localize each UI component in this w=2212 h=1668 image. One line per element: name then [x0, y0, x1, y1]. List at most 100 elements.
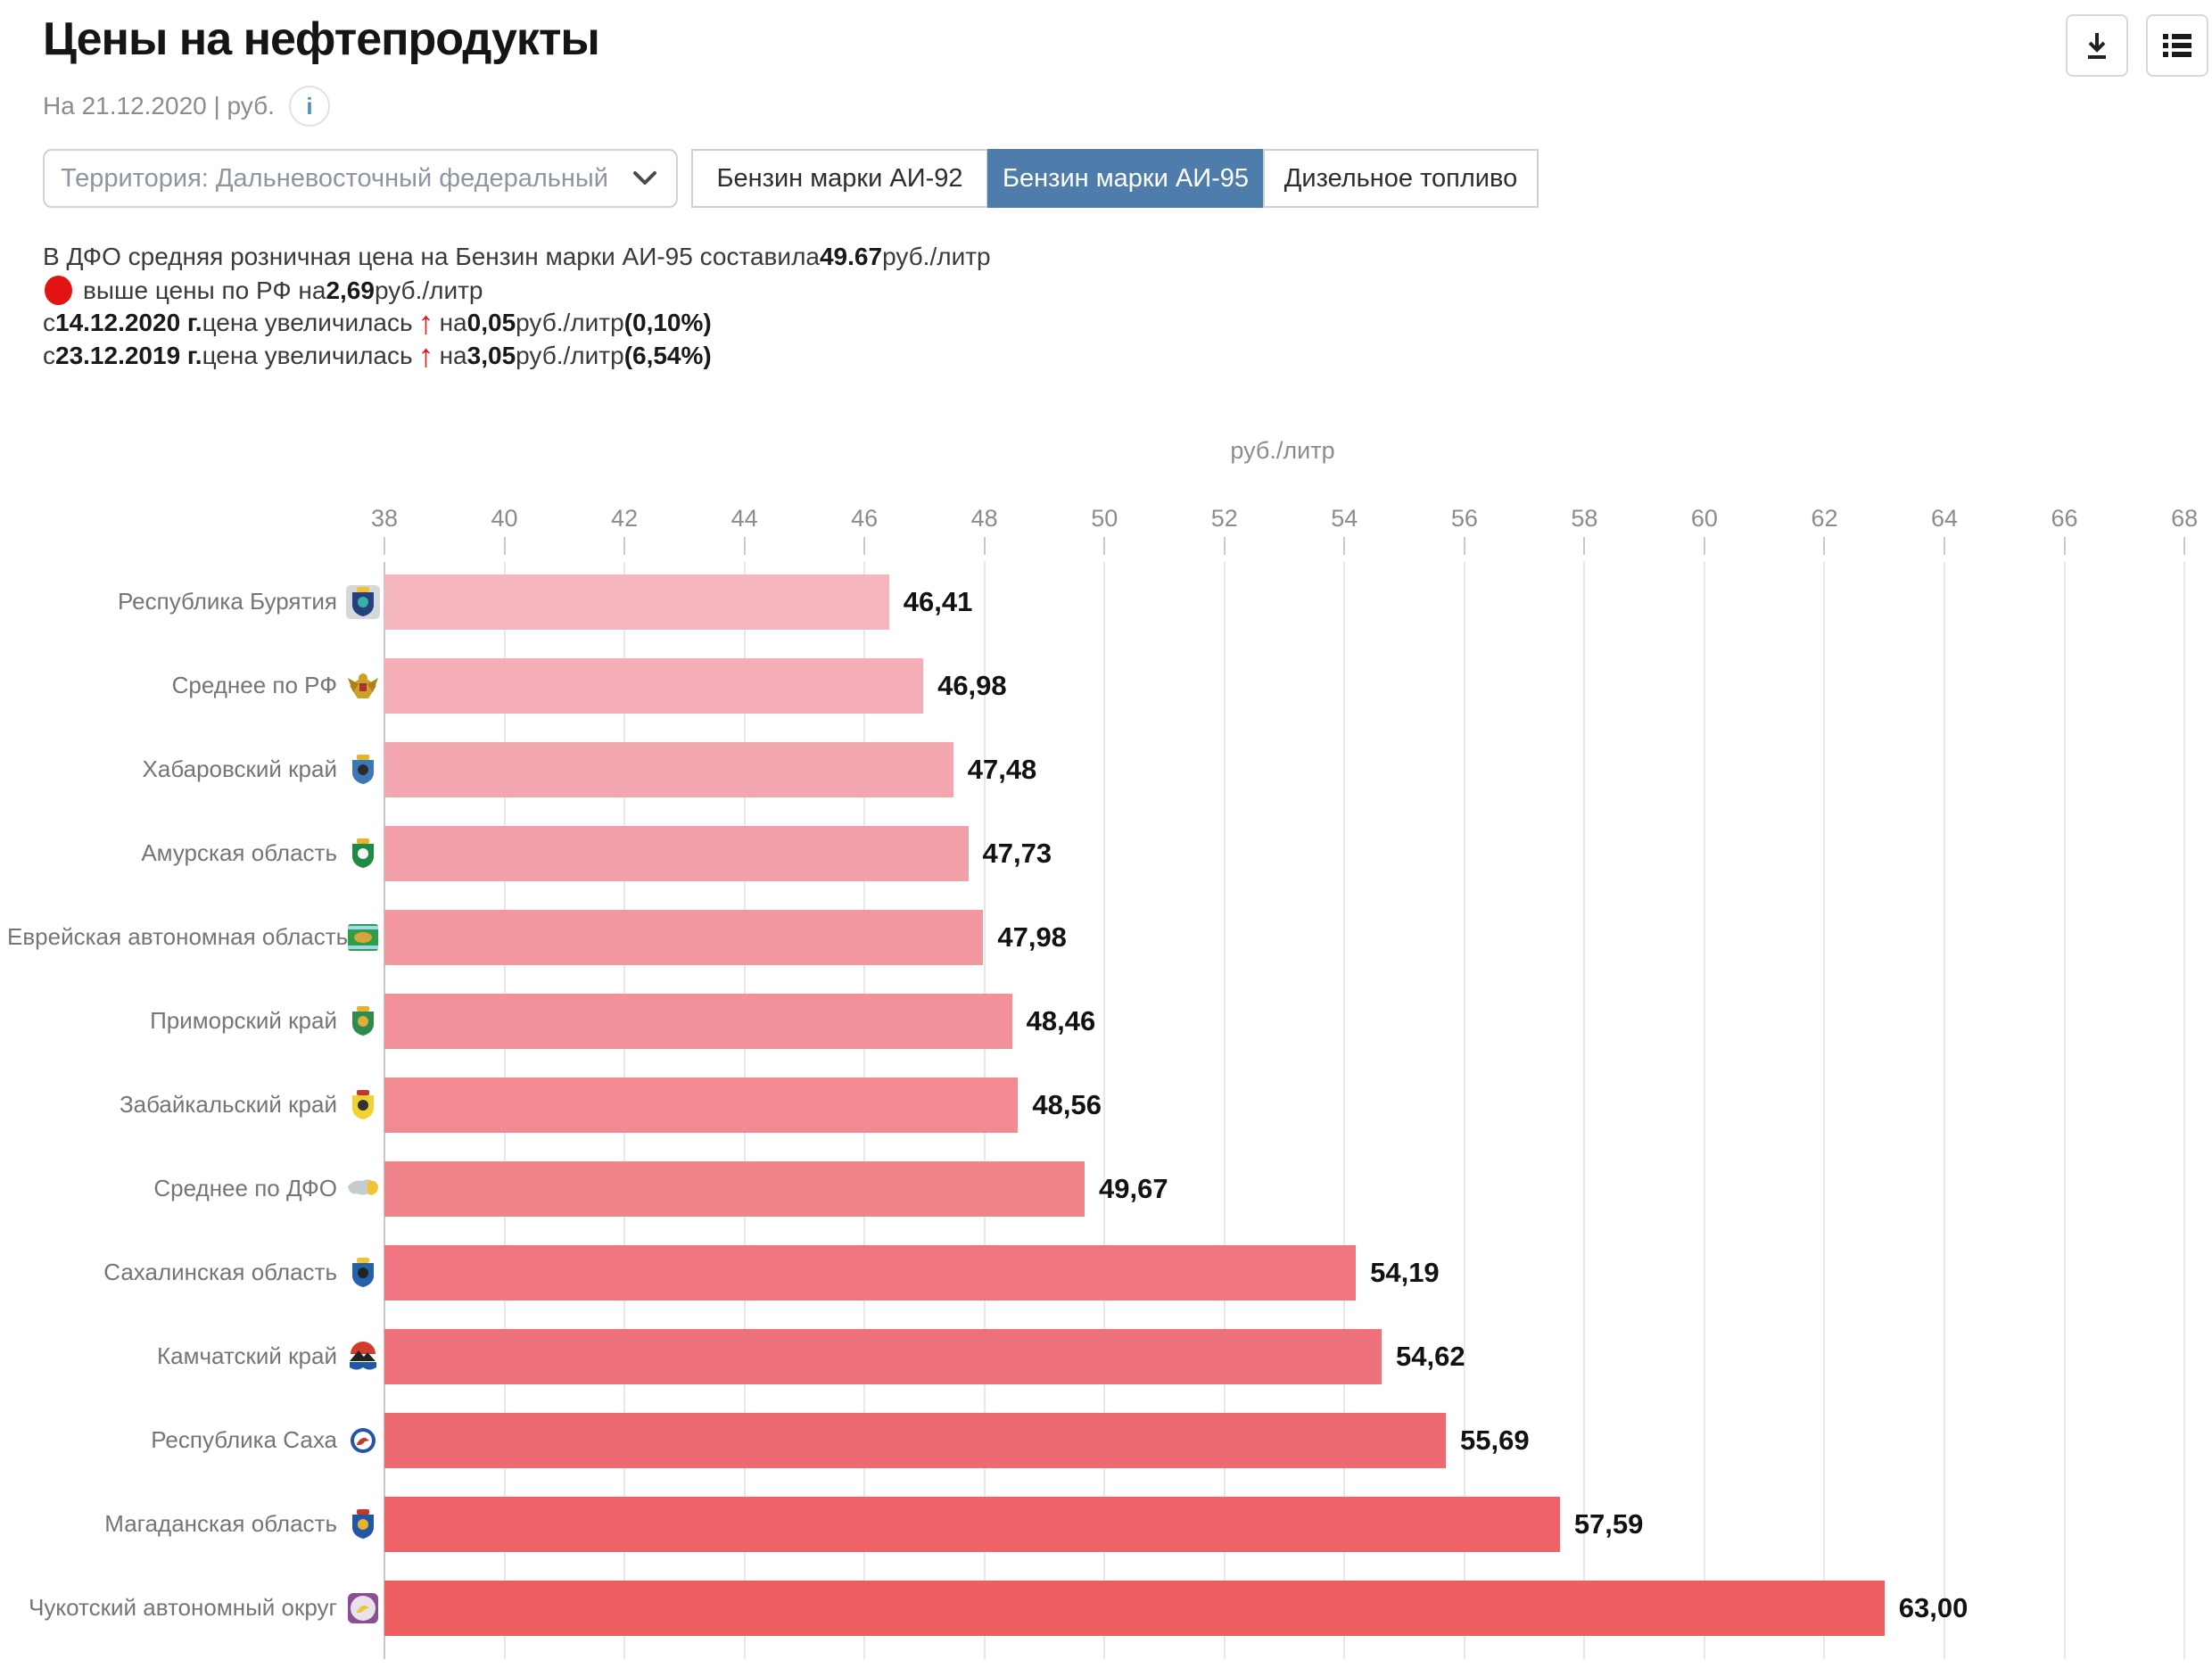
summary-text: с	[43, 342, 55, 369]
bar-8[interactable]	[384, 1161, 1085, 1217]
row-label-8: Среднее по ДФО	[153, 1175, 337, 1201]
gridline	[1583, 562, 1586, 1659]
page-title: Цены на нефтепродукты	[43, 13, 600, 65]
gridline	[1703, 562, 1705, 1659]
x-tick-mark-icon	[384, 537, 385, 555]
row-label-4: Амурская область	[141, 839, 337, 866]
flag-sakha-icon	[346, 1424, 380, 1457]
bar-value-5: 47,98	[997, 921, 1067, 953]
bar-value-11: 55,69	[1460, 1424, 1530, 1456]
gridline	[1944, 562, 1946, 1659]
x-tick-label: 56	[1450, 505, 1478, 532]
gridline	[1343, 562, 1346, 1659]
bar-value-2: 46,98	[937, 670, 1007, 701]
bar-1[interactable]	[384, 574, 889, 630]
report-date: На 21.12.2020 | руб. i	[43, 86, 330, 127]
flag-sakhalin-icon	[346, 1256, 380, 1290]
bar-7[interactable]	[384, 1078, 1019, 1133]
bar-9[interactable]	[384, 1245, 1357, 1301]
tab-fuel-ai92[interactable]: Бензин марки АИ-92	[691, 149, 988, 208]
bar-10[interactable]	[384, 1329, 1382, 1384]
x-tick-mark-icon	[503, 537, 506, 555]
row-label-12: Магаданская область	[104, 1510, 337, 1537]
summary-value: 0,05	[466, 309, 516, 336]
row-label-11: Республика Саха	[151, 1426, 337, 1453]
bar-value-12: 57,59	[1573, 1508, 1644, 1540]
bar-value-4: 47,73	[982, 838, 1052, 869]
bar-6[interactable]	[384, 994, 1012, 1049]
summary-text: руб./литр	[516, 342, 624, 369]
summary-line-4: с 23.12.2019 г. цена увеличилась ↑ на 3,…	[43, 337, 712, 374]
bar-5[interactable]	[384, 910, 984, 965]
summary-text: на	[439, 309, 467, 336]
summary-text: на	[439, 342, 467, 369]
bar-value-7: 48,56	[1032, 1089, 1102, 1120]
x-tick-label: 62	[1811, 505, 1838, 532]
summary-text: выше цены по РФ на	[83, 276, 326, 304]
bar-13[interactable]	[384, 1581, 1885, 1636]
x-tick-mark-icon	[983, 537, 986, 555]
x-tick-mark-icon	[863, 537, 866, 555]
bar-value-6: 48,46	[1026, 1005, 1096, 1036]
bar-4[interactable]	[384, 826, 969, 881]
arrow-up-icon: ↑	[417, 337, 434, 374]
summary-line-1: В ДФО средняя розничная цена на Бензин м…	[43, 243, 991, 271]
x-tick-mark-icon	[1463, 537, 1465, 555]
bar-3[interactable]	[384, 742, 953, 797]
territory-dropdown[interactable]: Территория: Дальневосточный федеральный	[43, 149, 678, 208]
flag-chukotka-icon	[346, 1591, 380, 1625]
gridline	[1823, 562, 1826, 1659]
summary-text: с	[43, 309, 55, 336]
flag-amur-icon	[346, 837, 380, 871]
info-button[interactable]: i	[288, 86, 330, 127]
tab-fuel-ai95[interactable]: Бензин марки АИ-95	[987, 149, 1264, 208]
territory-dropdown-value: Территория: Дальневосточный федеральный	[61, 163, 608, 193]
flag-russia-icon	[346, 669, 380, 703]
x-tick-label: 68	[2171, 505, 2199, 532]
summary-text: цена увеличилась	[202, 309, 413, 336]
x-tick-label: 52	[1210, 505, 1238, 532]
x-tick-mark-icon	[1223, 537, 1226, 555]
x-tick-label: 38	[370, 505, 399, 532]
row-label-9: Сахалинская область	[103, 1259, 337, 1285]
list-view-button[interactable]	[2146, 14, 2208, 77]
flag-khabarovsk-icon	[346, 753, 380, 787]
x-tick-label: 48	[970, 505, 998, 532]
row-label-1: Республика Бурятия	[117, 588, 337, 615]
summary-value: 14.12.2020 г.	[55, 309, 202, 336]
bar-value-3: 47,48	[967, 754, 1037, 785]
summary-text: руб./литр	[516, 309, 624, 336]
list-view-icon	[2163, 34, 2191, 57]
x-tick-label: 42	[611, 505, 639, 532]
x-tick-mark-icon	[2063, 537, 2066, 555]
tab-diesel[interactable]: Дизельное топливо	[1263, 149, 1539, 208]
x-tick-mark-icon	[2183, 537, 2186, 555]
summary-line-3: с 14.12.2020 г. цена увеличилась ↑ на 0,…	[43, 307, 712, 339]
x-tick-label: 66	[2051, 505, 2078, 532]
x-tick-label: 64	[1930, 505, 1959, 532]
bar-value-13: 63,00	[1898, 1592, 1969, 1623]
download-button[interactable]	[2066, 14, 2128, 77]
flag-jewish-ao-icon	[346, 921, 380, 954]
row-label-2: Среднее по РФ	[171, 672, 337, 698]
x-tick-label: 60	[1690, 505, 1718, 532]
gridline	[1223, 562, 1226, 1659]
summary-value: (6,54%)	[623, 342, 712, 369]
x-tick-mark-icon	[1343, 537, 1346, 555]
bar-11[interactable]	[384, 1413, 1446, 1468]
x-tick-mark-icon	[1823, 537, 1826, 555]
x-tick-mark-icon	[1583, 537, 1586, 555]
download-icon	[2088, 33, 2106, 59]
report-date-text: На 21.12.2020 | руб.	[43, 92, 275, 120]
x-tick-label: 50	[1091, 505, 1118, 532]
row-label-13: Чукотский автономный округ	[29, 1594, 337, 1621]
x-tick-label: 58	[1571, 505, 1598, 532]
summary-text: цена увеличилась	[202, 342, 413, 369]
x-tick-label: 44	[730, 505, 758, 532]
bar-2[interactable]	[384, 658, 924, 714]
bar-12[interactable]	[384, 1497, 1560, 1552]
x-axis-title: руб./литр	[1230, 437, 1335, 464]
flag-buryatia-icon	[346, 585, 380, 619]
summary-value: 2,69	[326, 276, 375, 304]
flag-kamchatka-icon	[346, 1340, 380, 1374]
